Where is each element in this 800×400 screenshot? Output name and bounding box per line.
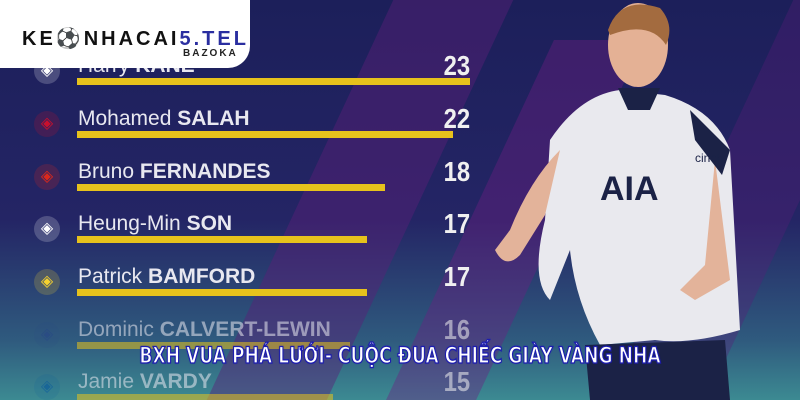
goal-bar — [77, 131, 453, 138]
scorer-row: ◈ Dominic CALVERT-LEWIN 16 — [0, 314, 480, 366]
sleeve-sponsor: cinch — [695, 151, 723, 165]
player-name: Jamie VARDY — [78, 370, 212, 393]
tottenham-crest-icon: ◈ — [34, 216, 60, 242]
goal-bar — [77, 394, 334, 400]
headline: BXH VUA PHÁ LƯỚI- CUỘC ĐUA CHIẾC GIÀY VÀ… — [139, 343, 661, 369]
logo-subtitle: BAZOKA — [183, 48, 238, 59]
goal-count: 15 — [443, 366, 470, 397]
player-name: Mohamed SALAH — [78, 107, 250, 130]
player-photo: AIA cinch — [495, 3, 740, 400]
goal-count: 17 — [443, 208, 470, 239]
goal-count: 17 — [443, 261, 470, 292]
goal-bar — [77, 236, 368, 243]
goal-bar — [77, 78, 470, 85]
goal-bar — [77, 184, 385, 191]
liverpool-crest-icon: ◈ — [34, 111, 60, 137]
goal-count: 22 — [443, 103, 470, 134]
scorer-row: ◈ Heung-Min SON 17 — [0, 208, 480, 260]
leeds-crest-icon: ◈ — [34, 269, 60, 295]
leicester-crest-icon: ◈ — [34, 374, 60, 400]
scorer-row: ◈ Patrick BAMFORD 17 — [0, 261, 480, 313]
scorer-row: ◈ Jamie VARDY 15 — [0, 366, 480, 400]
goal-count: 23 — [443, 50, 470, 81]
ball-icon: ⚽ — [55, 28, 84, 50]
goal-bar — [77, 342, 351, 349]
site-logo[interactable]: KE⚽NHACAI5.TEL BAZOKA — [0, 0, 250, 68]
player-name: Patrick BAMFORD — [78, 265, 256, 288]
logo-text: KE⚽NHACAI5.TEL — [22, 28, 249, 50]
goal-count: 16 — [443, 314, 470, 345]
player-name: Bruno FERNANDES — [78, 160, 271, 183]
shirt-sponsor: AIA — [600, 170, 659, 208]
scorer-row: ◈ Bruno FERNANDES 18 — [0, 156, 480, 208]
goal-count: 18 — [443, 156, 470, 187]
player-name: Dominic CALVERT-LEWIN — [78, 318, 331, 341]
everton-crest-icon: ◈ — [34, 322, 60, 348]
manchester-united-crest-icon: ◈ — [34, 164, 60, 190]
scorer-row: ◈ Mohamed SALAH 22 — [0, 103, 480, 155]
goal-bar — [77, 289, 368, 296]
player-name: Heung-Min SON — [78, 212, 233, 235]
